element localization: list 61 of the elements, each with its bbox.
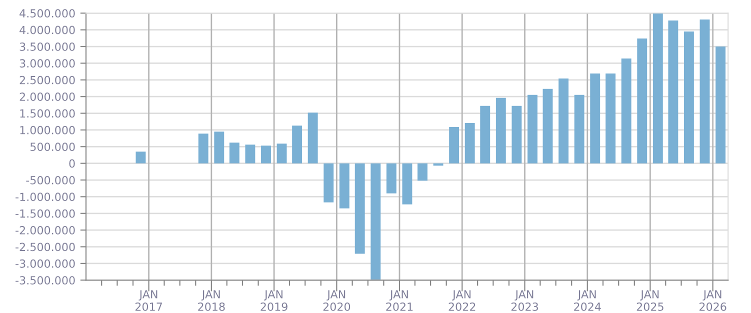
bar	[700, 19, 710, 164]
y-tick-label: 0	[69, 159, 75, 168]
bar	[621, 58, 632, 164]
x-tick-label: JAN 2025	[636, 290, 664, 311]
bar	[449, 126, 460, 164]
y-tick-label: 2.000.000	[20, 92, 75, 101]
x-tick-label: JAN 2026	[700, 290, 726, 311]
y-tick-label: 1.000.000	[20, 126, 75, 134]
bar	[136, 152, 146, 164]
y-tick-label: 2.500.000	[20, 76, 75, 84]
bar	[637, 38, 648, 164]
bar	[606, 74, 616, 164]
y-tick-label: -2.000.000	[16, 226, 75, 234]
bar	[198, 134, 208, 164]
bar	[496, 98, 506, 164]
bar	[214, 132, 224, 164]
bar	[512, 106, 522, 164]
bar	[308, 112, 318, 164]
y-tick-label: -3.500.000	[16, 276, 75, 285]
bar	[339, 163, 350, 208]
bar	[464, 122, 475, 164]
bar	[590, 74, 600, 164]
bar	[668, 20, 678, 164]
bar	[716, 46, 726, 164]
bar	[229, 142, 240, 164]
y-tick-label: 500.000	[30, 142, 75, 152]
bar	[480, 106, 490, 164]
x-tick-label: JAN 2021	[386, 290, 413, 311]
bar	[558, 78, 569, 164]
bar	[684, 32, 694, 164]
x-tick-label: JAN 2017	[135, 290, 162, 311]
bar	[528, 94, 538, 164]
x-tick-label: JAN 2023	[511, 290, 538, 311]
bar	[542, 88, 553, 164]
x-tick-label: JAN 2020	[323, 290, 350, 311]
y-tick-label: -2.500.000	[16, 242, 75, 252]
y-tick-label: 1.500.000	[20, 109, 75, 118]
y-tick-label: 4.000.000	[20, 26, 75, 34]
y-tick-label: -1.000.000	[16, 192, 75, 202]
bar	[386, 163, 396, 194]
bar	[652, 13, 663, 164]
bar	[245, 144, 256, 164]
bar	[370, 163, 381, 280]
bar	[324, 163, 334, 202]
bar	[261, 146, 271, 164]
y-tick-label: -500.000	[26, 176, 75, 184]
y-tick-label: 4.500.000	[20, 9, 75, 18]
x-tick-label: JAN 2024	[574, 290, 601, 311]
bar	[574, 94, 584, 164]
y-tick-label: 3.000.000	[20, 59, 75, 68]
bar	[276, 144, 287, 164]
x-tick-label: JAN 2018	[198, 290, 225, 311]
x-tick-label: JAN 2019	[260, 290, 288, 311]
bar	[292, 126, 302, 164]
y-tick-label: 3.500.000	[20, 42, 75, 51]
x-tick-label: JAN 2022	[448, 290, 476, 311]
bar	[354, 163, 365, 254]
y-tick-label: -1.500.000	[16, 209, 75, 218]
y-tick-label: -3.000.000	[16, 259, 75, 268]
bar	[402, 163, 412, 204]
bar	[418, 163, 428, 181]
